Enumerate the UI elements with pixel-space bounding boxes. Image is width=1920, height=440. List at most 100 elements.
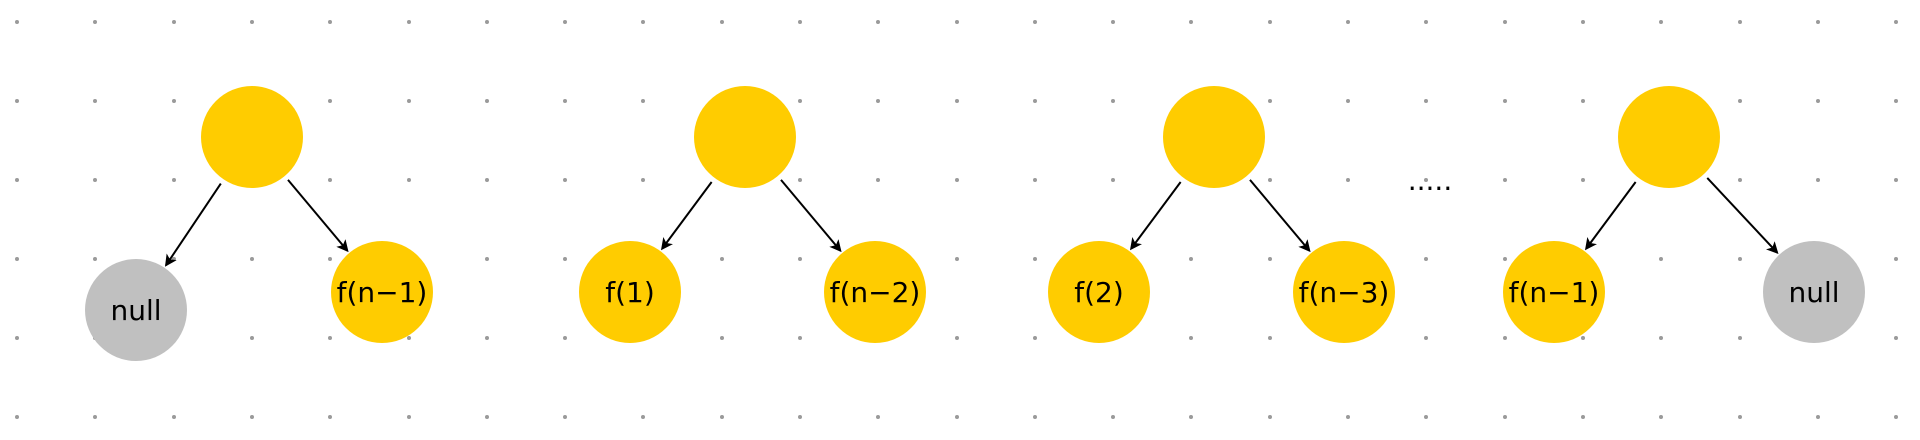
grid-dot	[1659, 336, 1663, 340]
grid-dot	[1894, 336, 1898, 340]
grid-dot	[1738, 178, 1742, 182]
grid-dot	[720, 415, 724, 419]
grid-dot	[1111, 20, 1115, 24]
grid-dot	[1033, 415, 1037, 419]
grid-dot	[1659, 20, 1663, 24]
grid-dot	[876, 99, 880, 103]
grid-dot	[798, 20, 802, 24]
root-node	[1618, 86, 1720, 188]
tree-4: f(n−1) null	[1503, 86, 1865, 343]
grid-dot	[15, 20, 19, 24]
grid-dot	[955, 178, 959, 182]
grid-dot	[328, 20, 332, 24]
grid-dot	[485, 99, 489, 103]
grid-dot	[720, 257, 724, 261]
grid-dot	[955, 336, 959, 340]
grid-dot	[641, 415, 645, 419]
grid-dot	[798, 178, 802, 182]
grid-dot	[1189, 336, 1193, 340]
grid-dot	[720, 20, 724, 24]
grid-dot	[1033, 257, 1037, 261]
grid-dot	[1894, 178, 1898, 182]
grid-dot	[93, 415, 97, 419]
tree-3: f(2) f(n−3)	[1048, 86, 1395, 343]
left-child-node	[1503, 241, 1605, 343]
grid-dot	[1189, 257, 1193, 261]
grid-dot	[15, 178, 19, 182]
grid-dot	[720, 336, 724, 340]
grid-dot	[407, 99, 411, 103]
grid-dot	[1268, 257, 1272, 261]
grid-dot	[328, 178, 332, 182]
root-node	[694, 86, 796, 188]
grid-dot	[1268, 20, 1272, 24]
grid-dot	[485, 415, 489, 419]
right-child-node	[824, 241, 926, 343]
grid-dot	[1894, 20, 1898, 24]
grid-dot	[1189, 20, 1193, 24]
grid-dot	[1346, 415, 1350, 419]
grid-dot	[1659, 257, 1663, 261]
tree-2: f(1) f(n−2)	[579, 86, 926, 343]
grid-dot	[1581, 99, 1585, 103]
grid-dot	[172, 99, 176, 103]
grid-dot	[1111, 415, 1115, 419]
grid-dot	[1503, 336, 1507, 340]
grid-dot	[641, 20, 645, 24]
grid-dot	[1033, 99, 1037, 103]
grid-dot	[1268, 336, 1272, 340]
ellipsis-text: .....	[1408, 164, 1453, 197]
grid-dot	[1268, 178, 1272, 182]
grid-dot	[1581, 415, 1585, 419]
grid-dot	[1346, 178, 1350, 182]
grid-dot	[876, 415, 880, 419]
grid-dot	[407, 336, 411, 340]
grid-dot	[172, 178, 176, 182]
edge-right	[1249, 179, 1311, 253]
grid-dot	[15, 336, 19, 340]
grid-dot	[1503, 257, 1507, 261]
grid-dot	[1738, 336, 1742, 340]
grid-dot	[1503, 178, 1507, 182]
left-child-node	[579, 241, 681, 343]
grid-dot	[93, 99, 97, 103]
grid-dot	[407, 178, 411, 182]
grid-dot	[1346, 20, 1350, 24]
grid-dot	[563, 257, 567, 261]
grid-dot	[1738, 99, 1742, 103]
grid-dot	[1268, 99, 1272, 103]
grid-dot	[1424, 99, 1428, 103]
grid-dot	[1424, 20, 1428, 24]
grid-dot	[1581, 178, 1585, 182]
grid-dot	[641, 99, 645, 103]
grid-dot	[1424, 415, 1428, 419]
edge-right	[287, 179, 349, 253]
grid-dot	[1424, 178, 1428, 182]
grid-dot	[798, 415, 802, 419]
grid-dot	[93, 257, 97, 261]
grid-dot	[1816, 415, 1820, 419]
grid-dot	[1816, 99, 1820, 103]
right-child-node	[1293, 241, 1395, 343]
grid-dot	[955, 415, 959, 419]
grid-dot	[172, 415, 176, 419]
left-child-label: f(2)	[1074, 276, 1124, 309]
grid-dot	[1581, 20, 1585, 24]
edge-left	[1129, 181, 1182, 251]
grid-dot	[93, 178, 97, 182]
right-child-node	[331, 241, 433, 343]
grid-dot	[798, 257, 802, 261]
grid-dot	[407, 20, 411, 24]
grid-dot	[641, 178, 645, 182]
grid-dot	[172, 257, 176, 261]
grid-dot	[1111, 99, 1115, 103]
grid-dot	[563, 20, 567, 24]
grid-dot	[955, 257, 959, 261]
right-child-label: null	[1788, 276, 1839, 309]
grid-dot	[485, 257, 489, 261]
trees-group: null f(n−1) f(1) f(n−2) f(2) f(n−3) f(n−1) null	[85, 86, 1865, 361]
grid-dot	[1659, 415, 1663, 419]
root-node	[201, 86, 303, 188]
